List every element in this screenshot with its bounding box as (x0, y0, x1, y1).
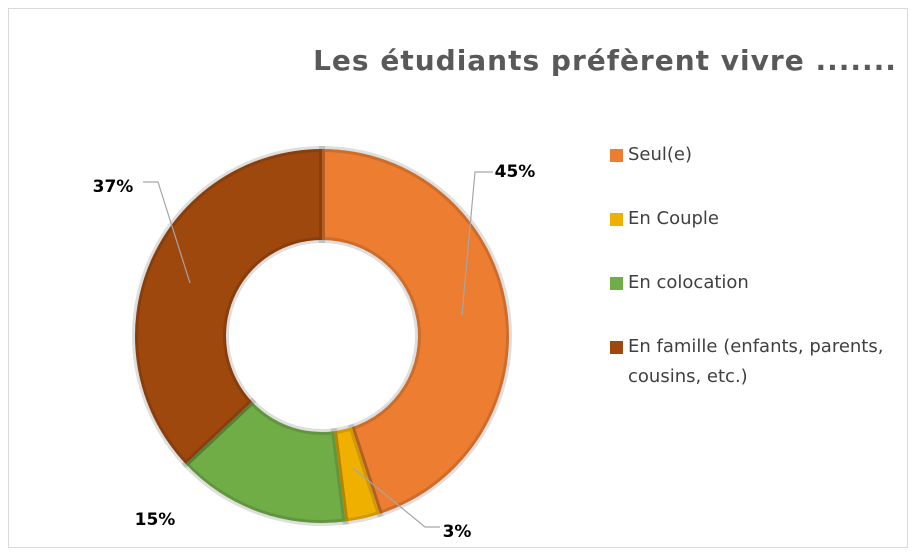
chart-frame (8, 8, 908, 548)
legend-item: Seul(e) (610, 140, 910, 170)
legend-label: En Couple (628, 208, 719, 229)
leader-line (143, 181, 191, 284)
leader-line (461, 171, 493, 316)
legend-swatch (610, 277, 623, 290)
data-label: 15% (135, 510, 176, 530)
donut-slice (181, 397, 349, 526)
donut-slice (132, 145, 325, 469)
chart-title: Les étudiants préfèrent vivre ....... (313, 44, 897, 77)
legend-item: En colocation (610, 268, 910, 298)
legend-item: En famille (enfants, parents, cousins, e… (610, 332, 910, 392)
legend-label: En colocation (628, 272, 749, 293)
data-label: 37% (93, 177, 134, 197)
legend-swatch (610, 149, 623, 162)
legend: Seul(e) En Couple En colocation En famille … (610, 140, 910, 426)
legend-item: En Couple (610, 204, 910, 234)
data-label: 45% (495, 162, 536, 182)
legend-swatch (610, 341, 623, 354)
data-label: 3% (443, 522, 472, 542)
legend-label: Seul(e) (628, 144, 693, 165)
legend-swatch (610, 213, 623, 226)
legend-label: En famille (enfants, parents, cousins, e… (628, 336, 884, 387)
donut-slice (319, 145, 512, 518)
leader-line (352, 467, 440, 528)
